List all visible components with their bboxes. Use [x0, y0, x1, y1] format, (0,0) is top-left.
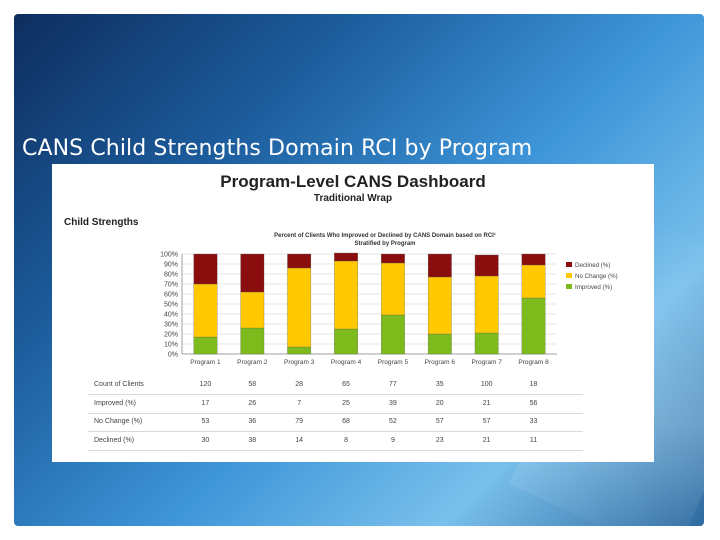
legend-swatch — [566, 284, 572, 289]
legend-label: Declined (%) — [575, 262, 610, 269]
table-cell: 58 — [248, 381, 257, 388]
x-tick-label: Program 2 — [237, 359, 268, 366]
bar-declined — [287, 253, 312, 269]
legend-swatch — [566, 262, 572, 267]
table-cell: 77 — [389, 381, 397, 388]
y-tick-label: 50% — [164, 302, 178, 309]
table-cell: 17 — [201, 399, 210, 407]
bar-no-change — [334, 260, 358, 330]
y-tick-label: 100% — [160, 252, 178, 259]
table-row: Declined (%) 30 38 14 8 9 23 21 11 — [88, 432, 583, 451]
x-tick-label: Program 5 — [378, 359, 409, 366]
table-cell: 23 — [435, 436, 444, 444]
table-cell: 36 — [248, 418, 257, 425]
table-cell: 20 — [435, 399, 444, 407]
y-tick-label: 10% — [164, 342, 178, 349]
y-tick-label: 80% — [164, 272, 178, 279]
table-cell: 57 — [435, 418, 444, 425]
table-cell: 57 — [482, 418, 491, 425]
table-row: Count of Clients 120 58 28 65 77 35 100 18 — [88, 376, 583, 395]
table-cell: 79 — [295, 418, 304, 425]
bar-no-change — [427, 276, 452, 335]
y-tick-label: 0% — [168, 352, 178, 359]
y-tick-label: 90% — [164, 262, 178, 269]
table-cell: 120 — [199, 381, 212, 388]
bar-improved — [381, 314, 405, 355]
table-cell: 39 — [389, 399, 397, 407]
y-tick-label: 70% — [164, 282, 178, 289]
dashboard-title: Program-Level CANS Dashboard — [220, 172, 486, 191]
chart-title-line: Percent of Clients Who Improved or Decli… — [274, 233, 496, 239]
dashboard-subtitle: Traditional Wrap — [313, 193, 393, 204]
x-tick-label: Program 8 — [518, 359, 549, 366]
legend-swatch — [566, 273, 572, 278]
legend-label: Improved (%) — [575, 284, 612, 291]
legend-label: No Change (%) — [575, 273, 618, 280]
table-cell: 9 — [390, 436, 395, 444]
dashboard-panel: Program-Level CANS Dashboard Traditional… — [52, 164, 654, 462]
stacked-bar-chart: 0% 10% 20% 30% 40% 50% 60% 70% 80% 90% 100% Program… — [160, 252, 618, 367]
table-cell: 14 — [295, 436, 304, 444]
bar-no-change — [381, 262, 405, 316]
table-cell: 52 — [389, 418, 397, 425]
x-tick-label: Program 4 — [331, 359, 362, 366]
table-cell: 33 — [529, 418, 538, 425]
bar-declined — [334, 252, 358, 262]
chart-title: Percent of Clients Who Improved or Decli… — [260, 232, 510, 248]
table-cell: 28 — [295, 381, 304, 388]
bar-improved — [521, 297, 546, 355]
bar-improved — [334, 328, 358, 355]
bar-improved — [240, 327, 265, 355]
table-cell: 30 — [201, 436, 210, 444]
bar-declined — [381, 253, 405, 264]
y-tick-label: 40% — [164, 312, 178, 319]
y-tick-label: 60% — [164, 292, 178, 299]
table-cell: 25 — [342, 399, 350, 407]
table-cell: 38 — [248, 436, 257, 444]
table-cell: 53 — [201, 418, 210, 425]
bar-no-change — [474, 275, 499, 334]
bar-no-change — [193, 283, 218, 338]
bar-declined — [521, 253, 546, 266]
table-cell: 68 — [342, 418, 350, 425]
bar-no-change — [521, 264, 546, 299]
x-tick-label: Program 1 — [190, 359, 221, 366]
bar-declined — [240, 253, 265, 293]
table-cell: 56 — [529, 399, 538, 407]
x-tick-label: Program 7 — [472, 359, 503, 366]
table-row: No Change (%) 53 36 79 68 52 57 57 33 — [88, 413, 583, 432]
bar-declined — [474, 254, 499, 277]
table-row-label: Improved (%) — [94, 399, 137, 407]
table-cell: 18 — [529, 381, 538, 388]
bar-no-change — [287, 267, 312, 348]
table-cell: 11 — [529, 436, 538, 444]
table-cell: 7 — [297, 399, 302, 407]
bar-improved — [474, 332, 499, 355]
table-cell: 21 — [482, 399, 491, 407]
y-tick-label: 20% — [164, 332, 178, 339]
table-cell: 21 — [482, 436, 491, 444]
bar-improved — [287, 346, 312, 355]
table-cell: 35 — [435, 381, 444, 388]
table-row-label: Declined (%) — [94, 436, 135, 444]
x-tick-label: Program 6 — [425, 359, 456, 366]
bar-improved — [427, 333, 452, 355]
table-cell: 65 — [342, 381, 350, 388]
bar-no-change — [240, 291, 265, 329]
table-cell: 26 — [248, 399, 257, 407]
bar-improved — [193, 336, 218, 355]
bar-declined — [193, 253, 218, 285]
table-cell: 100 — [480, 381, 493, 388]
bar-declined — [427, 253, 452, 278]
table-cell: 8 — [344, 436, 349, 444]
table-row-label: No Change (%) — [94, 418, 143, 425]
chart-subtitle: Stratified by Program — [354, 241, 416, 247]
slide-title: CANS Child Strengths Domain RCI by Progr… — [22, 136, 533, 161]
table-row-label: Count of Clients — [94, 381, 144, 388]
table-row: Improved (%) 17 26 7 25 39 20 21 56 — [88, 395, 583, 414]
x-tick-label: Program 3 — [284, 359, 315, 366]
y-tick-label: 30% — [164, 322, 178, 329]
section-label: Child Strengths — [64, 217, 139, 228]
